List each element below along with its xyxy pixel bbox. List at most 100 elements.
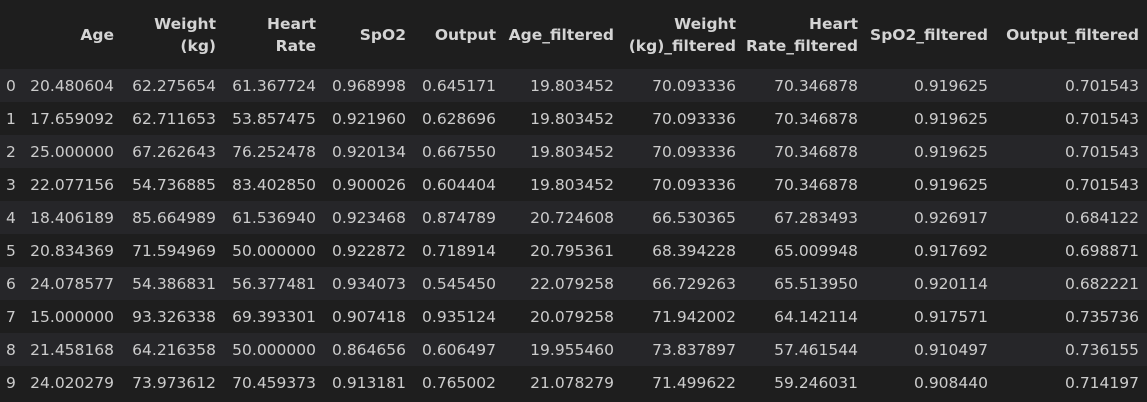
table-row: 0 20.480604 62.275654 61.367724 0.968998 0.64… bbox=[0, 69, 1147, 102]
table-row: 2 25.000000 67.262643 76.252478 0.920134 0.66… bbox=[0, 135, 1147, 168]
row-index: 6 bbox=[6, 274, 16, 293]
table-cell: 19.955460 bbox=[530, 340, 614, 359]
table-cell: 0.919625 bbox=[914, 175, 988, 194]
table-cell: 0.701543 bbox=[1065, 175, 1139, 194]
table-cell: 20.795361 bbox=[530, 241, 614, 260]
table-cell: 54.736885 bbox=[132, 175, 216, 194]
table-cell: 65.513950 bbox=[774, 274, 858, 293]
table-cell: 0.645171 bbox=[422, 76, 496, 95]
table-cell: 0.919625 bbox=[914, 142, 988, 161]
table-cell: 64.142114 bbox=[774, 307, 858, 326]
table-cell: 0.921960 bbox=[332, 109, 406, 128]
table-cell: 53.857475 bbox=[232, 109, 316, 128]
table-cell: 50.000000 bbox=[232, 340, 316, 359]
table-cell: 70.346878 bbox=[774, 175, 858, 194]
table-cell: 68.394228 bbox=[652, 241, 736, 260]
table-cell: 64.216358 bbox=[132, 340, 216, 359]
table-row: 3 22.077156 54.736885 83.402850 0.900026 0.60… bbox=[0, 168, 1147, 201]
table-cell: 0.935124 bbox=[422, 307, 496, 326]
table-cell: 20.079258 bbox=[530, 307, 614, 326]
table-cell: 66.530365 bbox=[652, 208, 736, 227]
table-cell: 50.000000 bbox=[232, 241, 316, 260]
table-cell: 0.920134 bbox=[332, 142, 406, 161]
table-cell: 0.923468 bbox=[332, 208, 406, 227]
table-cell: 73.973612 bbox=[132, 373, 216, 392]
table-cell: 0.718914 bbox=[422, 241, 496, 260]
row-index: 8 bbox=[6, 340, 16, 359]
table-cell: 0.545450 bbox=[422, 274, 496, 293]
table-cell: 56.377481 bbox=[232, 274, 316, 293]
table-cell: 0.968998 bbox=[332, 76, 406, 95]
row-index: 5 bbox=[6, 241, 16, 260]
table-cell: 0.917571 bbox=[914, 307, 988, 326]
table-cell: 22.079258 bbox=[530, 274, 614, 293]
table-cell: 0.701543 bbox=[1065, 142, 1139, 161]
table-cell: 17.659092 bbox=[30, 109, 114, 128]
index-header bbox=[0, 0, 18, 69]
table-cell: 0.919625 bbox=[914, 109, 988, 128]
column-header: SpO2 bbox=[359, 25, 406, 44]
table-cell: 54.386831 bbox=[132, 274, 216, 293]
column-header: Age bbox=[80, 25, 114, 44]
table-cell: 0.701543 bbox=[1065, 109, 1139, 128]
table-cell: 0.606497 bbox=[422, 340, 496, 359]
table-cell: 19.803452 bbox=[530, 175, 614, 194]
table-cell: 70.346878 bbox=[774, 109, 858, 128]
table-cell: 0.765002 bbox=[422, 373, 496, 392]
table-cell: 0.907418 bbox=[332, 307, 406, 326]
table-cell: 0.913181 bbox=[332, 373, 406, 392]
table-cell: 0.698871 bbox=[1065, 241, 1139, 260]
row-index: 4 bbox=[6, 208, 16, 227]
table-cell: 20.724608 bbox=[530, 208, 614, 227]
table-cell: 18.406189 bbox=[30, 208, 114, 227]
table-cell: 0.667550 bbox=[422, 142, 496, 161]
table-cell: 0.682221 bbox=[1065, 274, 1139, 293]
table-row: 4 18.406189 85.664989 61.536940 0.923468 0.87… bbox=[0, 201, 1147, 234]
table-cell: 57.461544 bbox=[774, 340, 858, 359]
table-cell: 0.926917 bbox=[914, 208, 988, 227]
table-cell: 70.093336 bbox=[652, 109, 736, 128]
table-cell: 83.402850 bbox=[232, 175, 316, 194]
table-row: 7 15.000000 93.326338 69.393301 0.907418 0.93… bbox=[0, 300, 1147, 333]
table-cell: 0.900026 bbox=[332, 175, 406, 194]
table-cell: 66.729263 bbox=[652, 274, 736, 293]
table-cell: 70.093336 bbox=[652, 175, 736, 194]
table-cell: 70.459373 bbox=[232, 373, 316, 392]
table-cell: 19.803452 bbox=[530, 142, 614, 161]
column-header: Output bbox=[434, 25, 496, 44]
table-cell: 0.934073 bbox=[332, 274, 406, 293]
table-row: 9 24.020279 73.973612 70.459373 0.913181 0.76… bbox=[0, 366, 1147, 399]
column-header: Heart Rate_filtered bbox=[745, 14, 858, 55]
table-cell: 0.735736 bbox=[1065, 307, 1139, 326]
table-cell: 0.684122 bbox=[1065, 208, 1139, 227]
table-cell: 0.917692 bbox=[914, 241, 988, 260]
table-cell: 62.275654 bbox=[132, 76, 216, 95]
table-cell: 20.834369 bbox=[30, 241, 114, 260]
table-cell: 67.262643 bbox=[132, 142, 216, 161]
row-index: 7 bbox=[6, 307, 16, 326]
table-cell: 59.246031 bbox=[774, 373, 858, 392]
table-cell: 0.628696 bbox=[422, 109, 496, 128]
table-cell: 15.000000 bbox=[30, 307, 114, 326]
table-cell: 0.919625 bbox=[914, 76, 988, 95]
column-header: Weight (kg) bbox=[154, 14, 216, 55]
table-cell: 0.604404 bbox=[422, 175, 496, 194]
table-cell: 24.078577 bbox=[30, 274, 114, 293]
table-cell: 19.803452 bbox=[530, 76, 614, 95]
table-cell: 65.009948 bbox=[774, 241, 858, 260]
column-header: SpO2_filtered bbox=[870, 25, 988, 44]
table-cell: 0.920114 bbox=[914, 274, 988, 293]
table-cell: 0.922872 bbox=[332, 241, 406, 260]
table-cell: 76.252478 bbox=[232, 142, 316, 161]
table-cell: 22.077156 bbox=[30, 175, 114, 194]
table-row: 1 17.659092 62.711653 53.857475 0.921960 0.62… bbox=[0, 102, 1147, 135]
column-header: Heart Rate bbox=[267, 14, 316, 55]
table-cell: 70.346878 bbox=[774, 142, 858, 161]
table-cell: 85.664989 bbox=[132, 208, 216, 227]
table-row: 5 20.834369 71.594969 50.000000 0.922872 0.71… bbox=[0, 234, 1147, 267]
table-cell: 21.458168 bbox=[30, 340, 114, 359]
table-cell: 24.020279 bbox=[30, 373, 114, 392]
table-cell: 61.536940 bbox=[232, 208, 316, 227]
